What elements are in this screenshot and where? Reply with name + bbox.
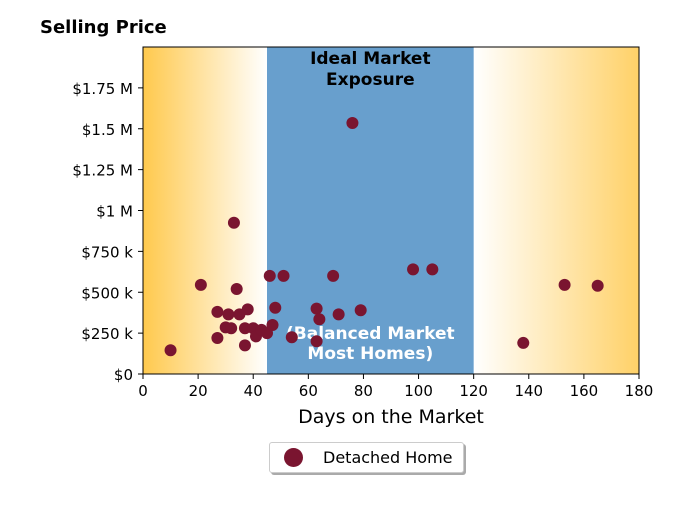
data-point xyxy=(346,117,359,130)
data-point xyxy=(558,278,571,291)
data-point xyxy=(222,308,235,321)
data-point xyxy=(407,263,420,276)
data-point xyxy=(591,279,604,292)
data-point xyxy=(426,263,439,276)
y-axis-title: Selling Price xyxy=(40,17,167,38)
region-band-2 xyxy=(473,47,639,374)
data-point xyxy=(266,318,279,331)
annotation-balanced-line2: Most Homes) xyxy=(307,344,433,364)
data-point xyxy=(238,322,251,335)
legend: Detached Home xyxy=(269,442,464,473)
y-tick-label: $500 k xyxy=(81,284,133,302)
region-band-1 xyxy=(267,47,474,374)
data-point xyxy=(164,344,177,357)
data-point xyxy=(241,303,254,316)
legend-label: Detached Home xyxy=(323,448,453,467)
x-tick-label: 160 xyxy=(570,382,599,400)
data-point xyxy=(327,269,340,282)
data-point xyxy=(230,282,243,295)
annotation-balanced-line1: (Balanced Market xyxy=(286,324,455,344)
data-point xyxy=(313,313,326,326)
y-tick-label: $750 k xyxy=(81,243,133,261)
data-point xyxy=(194,278,207,291)
data-point xyxy=(310,335,323,348)
x-tick-label: 180 xyxy=(625,382,654,400)
data-point xyxy=(354,304,367,317)
data-point xyxy=(332,308,345,321)
x-tick-label: 80 xyxy=(354,382,373,400)
data-point xyxy=(238,339,251,352)
x-tick-label: 120 xyxy=(459,382,488,400)
y-tick-label: $1.5 M xyxy=(82,121,133,139)
data-point xyxy=(263,269,276,282)
data-point xyxy=(225,322,238,335)
y-tick-label: $1 M xyxy=(96,203,133,221)
data-point xyxy=(211,332,224,345)
data-point xyxy=(310,302,323,315)
data-point xyxy=(517,336,530,349)
x-tick-label: 100 xyxy=(404,382,433,400)
region-band-0 xyxy=(143,47,267,374)
y-tick-label: $1.75 M xyxy=(72,80,133,98)
data-point xyxy=(285,331,298,344)
data-point xyxy=(227,216,240,229)
data-point xyxy=(211,305,224,318)
annotation-ideal-line1: Ideal Market xyxy=(310,49,431,69)
y-tick-label: $0 xyxy=(114,366,133,384)
x-tick-label: 20 xyxy=(189,382,208,400)
x-tick-label: 60 xyxy=(299,382,318,400)
data-point xyxy=(277,269,290,282)
legend-marker xyxy=(284,448,303,467)
annotation-ideal-line2: Exposure xyxy=(326,70,415,90)
x-tick-label: 40 xyxy=(244,382,263,400)
y-tick-label: $250 k xyxy=(81,325,133,343)
x-axis-title: Days on the Market xyxy=(298,406,484,428)
data-point xyxy=(269,301,282,314)
x-tick-label: 0 xyxy=(138,382,148,400)
x-tick-label: 140 xyxy=(514,382,543,400)
y-tick-label: $1.25 M xyxy=(72,162,133,180)
